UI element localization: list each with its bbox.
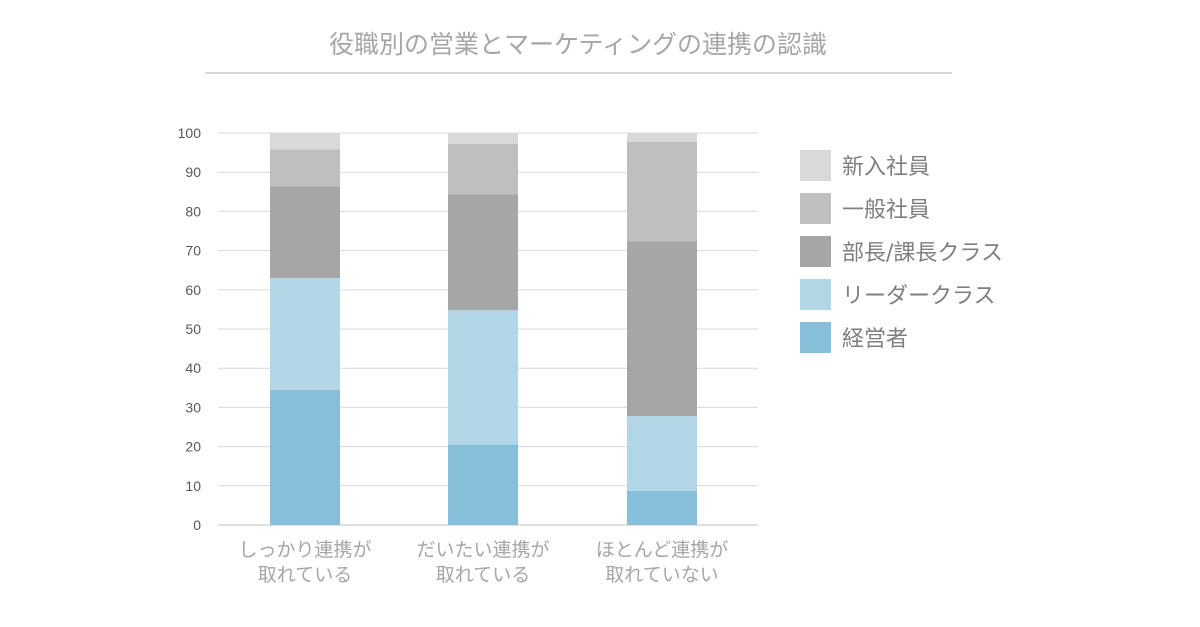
legend-item: 部長/課長クラス: [800, 236, 1003, 267]
x-category-label: しっかり連携が: [238, 539, 371, 561]
bar-segment: [270, 186, 340, 279]
chart-title: 役職別の営業とマーケティングの連携の認識: [329, 30, 827, 59]
legend-item: リーダークラス: [800, 279, 996, 310]
bar-segment: [448, 310, 518, 445]
legend-label: 一般社員: [842, 198, 930, 223]
bar-stack: [627, 133, 697, 525]
x-category-label: 取れていない: [605, 564, 718, 586]
bar-segment: [448, 444, 518, 525]
bars: [270, 133, 697, 525]
bar-segment: [627, 241, 697, 417]
bar-segment: [627, 133, 697, 143]
y-tick-label: 100: [178, 125, 202, 141]
bar-segment: [270, 278, 340, 390]
legend-label: 経営者: [842, 327, 908, 352]
x-category-label: ほとんど連携が: [596, 539, 728, 561]
legend-swatch: [800, 193, 831, 224]
y-tick-label: 90: [185, 164, 201, 180]
legend-label: 新入社員: [842, 155, 930, 180]
bar-segment: [448, 143, 518, 195]
bar-segment: [270, 389, 340, 525]
x-category-label: だいたい連携が: [416, 539, 549, 561]
bar-segment: [270, 149, 340, 187]
bar-segment: [627, 490, 697, 525]
bar-segment: [270, 133, 340, 150]
bar-segment: [627, 142, 697, 242]
y-tick-label: 70: [185, 243, 201, 259]
legend-label: リーダークラス: [842, 284, 996, 309]
bar-segment: [627, 416, 697, 491]
y-tick-label: 30: [185, 399, 201, 415]
y-tick-label: 20: [185, 439, 201, 455]
y-tick-label: 0: [193, 517, 201, 533]
legend-item: 一般社員: [800, 193, 930, 224]
x-category-label: 取れている: [258, 564, 352, 586]
y-tick-label: 10: [185, 478, 201, 494]
bar-stack: [448, 133, 518, 525]
y-tick-label: 40: [185, 360, 201, 376]
legend-item: 新入社員: [800, 150, 930, 181]
bar-segment: [448, 194, 518, 311]
legend-swatch: [800, 236, 831, 267]
legend-label: 部長/課長クラス: [842, 241, 1003, 266]
y-tick-label: 50: [185, 321, 201, 337]
y-tick-label: 80: [185, 203, 201, 219]
y-tick-label: 60: [185, 282, 201, 298]
x-category-label: 取れている: [436, 564, 530, 586]
bar-stack: [270, 133, 340, 525]
legend-item: 経営者: [800, 322, 908, 353]
legend-swatch: [800, 279, 831, 310]
legend-swatch: [800, 150, 831, 181]
y-axis-ticks: 0 10 20 30 40 50 60 70 80 90 100: [178, 125, 202, 533]
legend-swatch: [800, 322, 831, 353]
bar-segment: [448, 133, 518, 144]
